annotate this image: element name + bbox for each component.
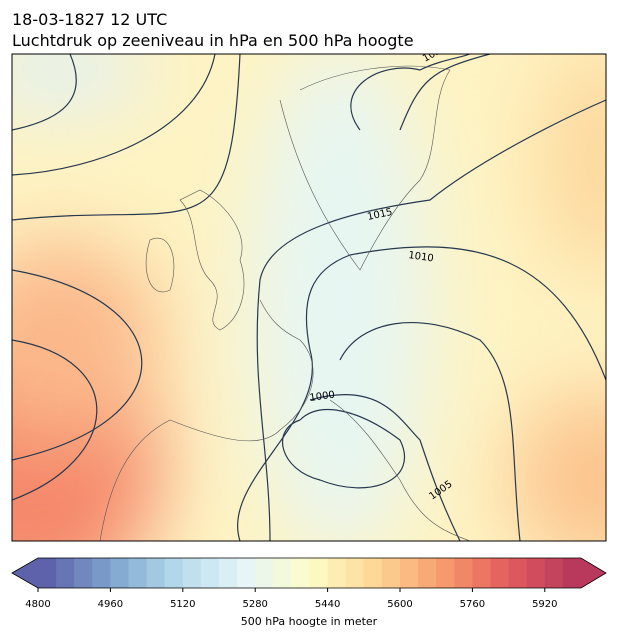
colorbar-cell (418, 558, 437, 588)
colorbar-tick-label: 4800 (25, 599, 50, 610)
colorbar-cell (182, 558, 202, 588)
colorbar-cell (544, 558, 564, 588)
colorbar-cell (327, 558, 347, 588)
colorbar-cell (110, 558, 129, 588)
colorbar-cell (436, 558, 455, 588)
colorbar-tick-label: 5920 (532, 599, 557, 610)
colorbar-cell (472, 558, 491, 588)
contour-label: 1000 (309, 390, 336, 404)
contour-label: 1010 (408, 250, 435, 264)
colorbar-extend (12, 558, 38, 588)
colorbar-label: 500 hPa hoogte in meter (241, 615, 378, 628)
colorbar-cell (200, 558, 220, 588)
colorbar-cell (562, 558, 582, 588)
colorbar-cell (74, 558, 93, 588)
colorbar-cell (309, 558, 329, 588)
contour-label: 1025 (421, 42, 449, 64)
colorbar-cell (128, 558, 148, 588)
colorbar-tick-label: 5440 (315, 599, 340, 610)
colorbar-cell (345, 558, 365, 588)
colorbar-cell (164, 558, 184, 588)
colorbar-cell (400, 558, 419, 588)
colorbar-tick-label: 4960 (98, 599, 123, 610)
contour-label: 1015 (366, 207, 393, 223)
colorbar-cell (255, 558, 274, 588)
colorbar-cell (526, 558, 546, 588)
colorbar-cell (490, 558, 510, 588)
colorbar-cell (237, 558, 256, 588)
colorbar-tick-label: 5120 (170, 599, 195, 610)
colorbar-cell (291, 558, 310, 588)
colorbar-tick-label: 5280 (242, 599, 267, 610)
colorbar-cell (454, 558, 473, 588)
colorbar-cell (381, 558, 401, 588)
colorbar-cell (273, 558, 292, 588)
colorbar-tick-label: 5600 (387, 599, 412, 610)
colorbar-cell (363, 558, 383, 588)
colorbar-cell (38, 558, 57, 588)
title-line: 18-03-1827 12 UTC (12, 10, 167, 29)
colorbar-cell (508, 558, 528, 588)
colorbar-cell (219, 558, 238, 588)
colorbar-tick-label: 5760 (460, 599, 485, 610)
colorbar-cell (146, 558, 166, 588)
title-line: Luchtdruk op zeeniveau in hPa en 500 hPa… (12, 31, 414, 50)
colorbar-extend (581, 558, 606, 588)
map-frame (11, 53, 607, 542)
colorbar-cell (92, 558, 111, 588)
colorbar-cell (56, 558, 75, 588)
